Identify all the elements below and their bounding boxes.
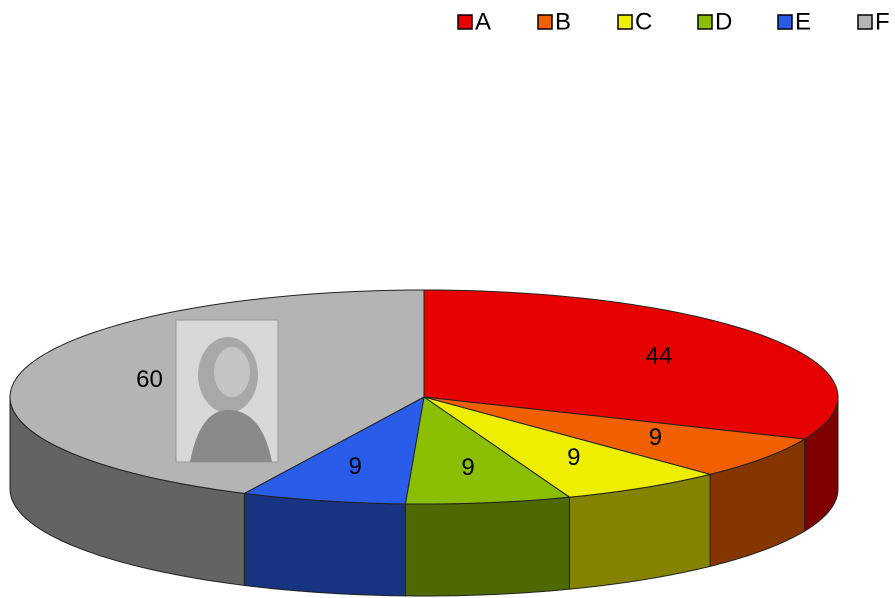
legend-swatch <box>458 15 472 29</box>
legend-swatch <box>778 15 792 29</box>
data-label: 9 <box>567 444 580 471</box>
legend-label: B <box>555 8 571 35</box>
data-label: 60 <box>136 366 163 393</box>
legend-swatch <box>698 15 712 29</box>
legend-swatch <box>538 15 552 29</box>
legend: A B C D E F <box>458 8 890 35</box>
legend-label: D <box>715 8 732 35</box>
pie: 44 9 9 9 9 60 <box>10 290 838 596</box>
legend-label: A <box>475 8 491 35</box>
slice-side <box>405 497 569 596</box>
data-label: 9 <box>349 453 362 480</box>
portrait <box>176 320 278 462</box>
legend-swatch <box>618 15 632 29</box>
legend-label: F <box>875 8 890 35</box>
legend-label: E <box>795 8 811 35</box>
legend-swatch <box>858 15 872 29</box>
data-label: 9 <box>649 424 662 451</box>
slice-side <box>244 493 405 595</box>
data-label: 44 <box>646 342 673 369</box>
legend-label: C <box>635 8 652 35</box>
data-label: 9 <box>461 454 474 481</box>
chart: 44 9 9 9 9 60 A B C D E F <box>0 0 895 598</box>
